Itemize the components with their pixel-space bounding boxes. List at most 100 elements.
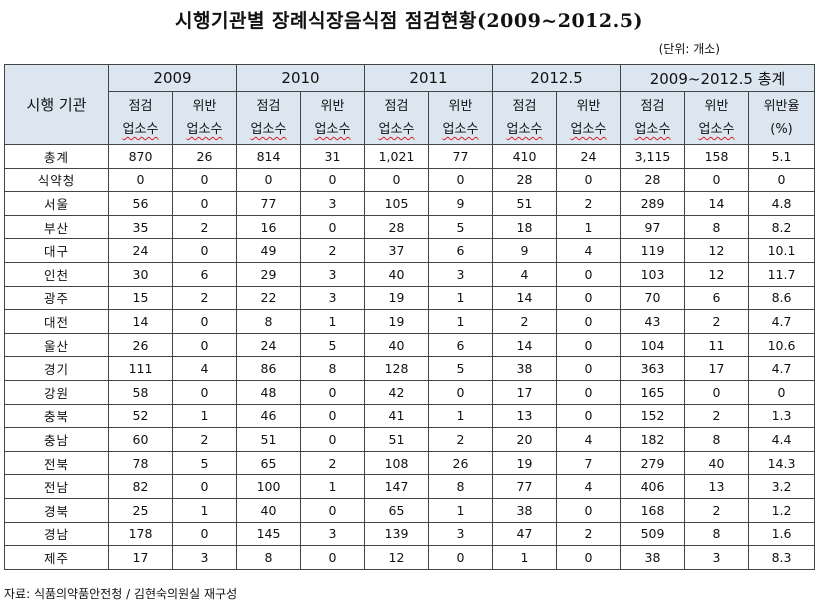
value-cell: 4: [556, 474, 621, 499]
value-cell: 9: [492, 238, 557, 263]
agency-name-cell: 강원: [4, 379, 109, 405]
value-cell: 4: [492, 261, 557, 287]
value-cell: 5: [428, 214, 493, 240]
value-cell: 103: [620, 261, 685, 287]
value-cell: 0: [300, 403, 365, 429]
value-cell: 0: [172, 521, 237, 547]
table-row: 경남 178 0 145 3 139 3 47 2 509 8 1.6: [4, 521, 816, 547]
value-cell: 128: [364, 356, 429, 381]
column-header-bottom: 업소수: [122, 122, 159, 137]
value-cell: 2: [684, 497, 749, 523]
value-cell: 56: [108, 191, 173, 216]
agency-header: 시행 기관: [4, 64, 109, 145]
period-header: 2009: [108, 64, 237, 92]
value-cell: 119: [620, 238, 685, 263]
value-cell: 15: [108, 285, 173, 311]
value-cell: 0: [428, 545, 493, 570]
column-header-top: 점검: [256, 99, 281, 114]
value-cell: 6: [428, 332, 493, 358]
value-cell: 47: [492, 521, 557, 547]
column-header-top: 위반: [448, 99, 473, 114]
value-cell: 41: [364, 403, 429, 429]
value-cell: 24: [108, 238, 173, 263]
value-cell: 0: [747, 379, 816, 405]
value-cell: 86: [236, 356, 301, 381]
value-cell: 20: [492, 427, 557, 452]
value-cell: 152: [620, 403, 685, 429]
value-cell: 168: [620, 497, 685, 523]
value-cell: 0: [300, 214, 365, 240]
value-cell: 77: [428, 144, 493, 169]
value-cell: 5: [172, 450, 237, 476]
agency-name-cell: 식약청: [4, 167, 109, 193]
value-cell: 3: [428, 521, 493, 547]
value-cell: 40: [236, 497, 301, 523]
agency-name-cell: 부산: [4, 214, 109, 240]
column-header: 점검 업소수: [492, 91, 557, 145]
table-row: 인천 30 6 29 3 40 3 4 0 103 12 11.7: [4, 261, 816, 287]
value-cell: 1: [428, 285, 493, 311]
value-cell: 0: [684, 167, 749, 193]
value-cell: 9: [428, 191, 493, 216]
value-cell: 14: [108, 309, 173, 334]
value-cell: 17: [492, 379, 557, 405]
agency-name-cell: 전북: [4, 450, 109, 476]
agency-name-cell: 대구: [4, 238, 109, 263]
value-cell: 105: [364, 191, 429, 216]
inspection-table: 시행 기관 2009 2010 2011 2012.5 2009~2012.5 …: [4, 64, 816, 570]
table-row: 충북 52 1 46 0 41 1 13 0 152 2 1.3: [4, 403, 816, 429]
value-cell: 3: [300, 191, 365, 216]
value-cell: 19: [364, 309, 429, 334]
value-cell: 0: [172, 332, 237, 358]
value-cell: 2: [556, 191, 621, 216]
value-cell: 182: [620, 427, 685, 452]
table-body: 총계 870 26 814 31 1,021 77 410 24 3,115 158 5.1 식약청 0 0…: [4, 144, 816, 570]
agency-name-cell: 전남: [4, 474, 109, 499]
value-cell: 46: [236, 403, 301, 429]
value-cell: 1,021: [364, 144, 429, 169]
value-cell: 12: [684, 261, 749, 287]
value-cell: 108: [364, 450, 429, 476]
value-cell: 8: [428, 474, 493, 499]
value-cell: 0: [300, 545, 365, 570]
value-cell: 13: [684, 474, 749, 499]
value-cell: 0: [428, 379, 493, 405]
value-cell: 0: [108, 167, 173, 193]
value-cell: 4: [556, 427, 621, 452]
value-cell: 12: [364, 545, 429, 570]
value-cell: 82: [108, 474, 173, 499]
value-cell: 0: [556, 261, 621, 287]
column-header-top: 위반: [576, 99, 601, 114]
value-cell: 40: [364, 332, 429, 358]
value-cell: 26: [428, 450, 493, 476]
value-cell: 60: [108, 427, 173, 452]
agency-name-cell: 충북: [4, 403, 109, 429]
value-cell: 8: [684, 427, 749, 452]
column-header: 점검 업소수: [108, 91, 173, 145]
value-cell: 1.3: [747, 403, 816, 429]
value-cell: 13: [492, 403, 557, 429]
value-cell: 0: [556, 285, 621, 311]
value-cell: 104: [620, 332, 685, 358]
table-row: 제주 17 3 8 0 12 0 1 0 38 3 8.3: [4, 545, 816, 570]
period-header-row: 시행 기관 2009 2010 2011 2012.5 2009~2012.5 …: [4, 64, 816, 145]
column-header: 위반 업소수: [684, 91, 749, 145]
table-row: 대전 14 0 8 1 19 1 2 0 43 2 4.7: [4, 309, 816, 334]
value-cell: 509: [620, 521, 685, 547]
agency-name-cell: 서울: [4, 191, 109, 216]
value-cell: 111: [108, 356, 173, 381]
value-cell: 0: [172, 191, 237, 216]
value-cell: 14.3: [747, 450, 816, 476]
value-cell: 0: [556, 403, 621, 429]
value-cell: 289: [620, 191, 685, 216]
value-cell: 406: [620, 474, 685, 499]
value-cell: 40: [684, 450, 749, 476]
value-cell: 4.4: [747, 427, 816, 452]
value-cell: 51: [236, 427, 301, 452]
value-cell: 8.3: [747, 545, 816, 570]
agency-name-cell: 충남: [4, 427, 109, 452]
value-cell: 8: [236, 309, 301, 334]
table-row: 울산 26 0 24 5 40 6 14 0 104 11 10.6: [4, 332, 816, 358]
value-cell: 3: [172, 545, 237, 570]
value-cell: 70: [620, 285, 685, 311]
